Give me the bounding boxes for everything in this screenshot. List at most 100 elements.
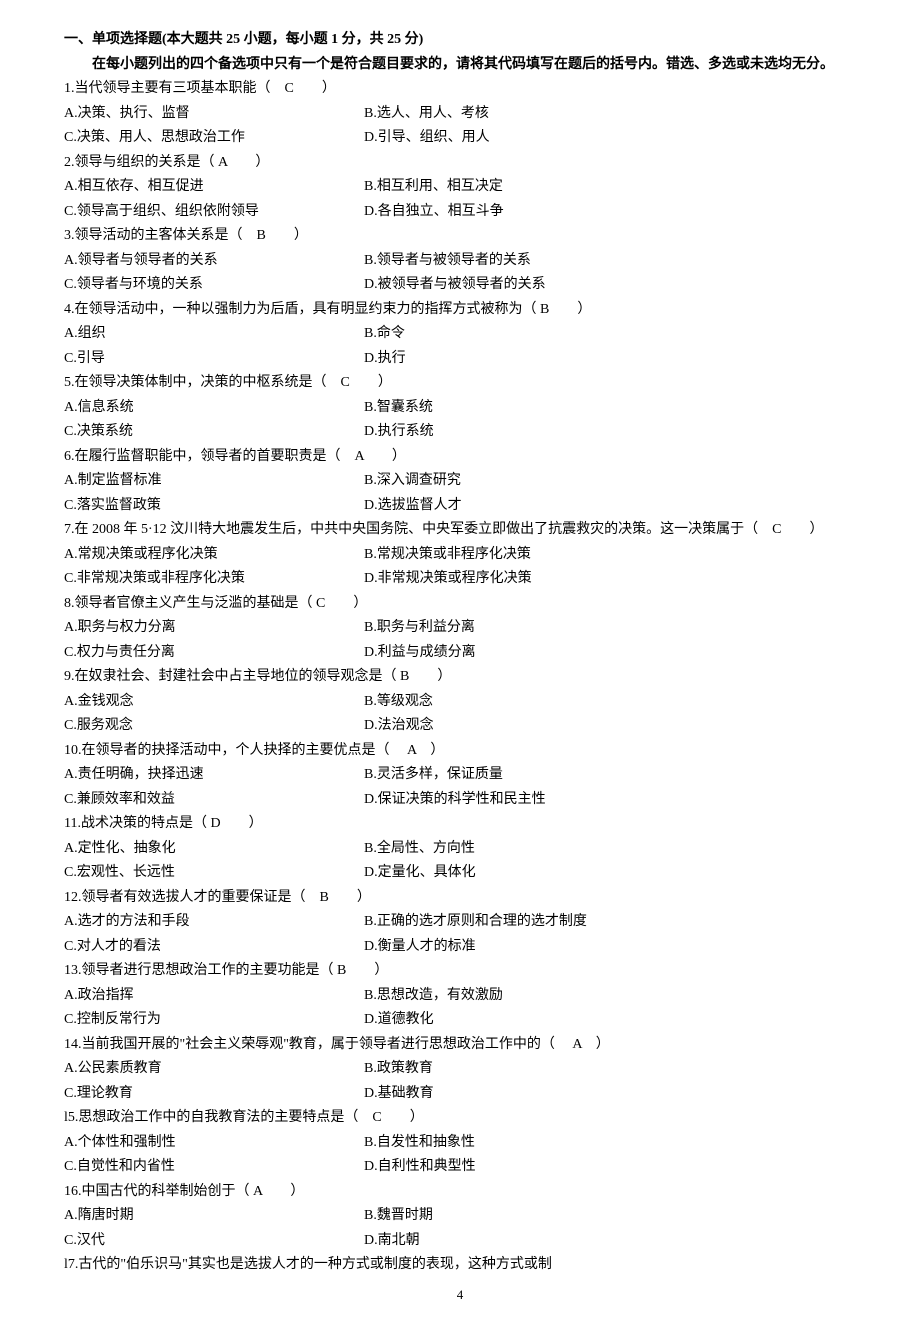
option-d: D.基础教育 — [364, 1082, 664, 1107]
option-c: C.领导高于组织、组织依附领导 — [64, 200, 364, 225]
section-title: 一、单项选择题(本大题共 25 小题，每小题 1 分，共 25 分) — [64, 28, 856, 53]
section-instruction: 在每小题列出的四个备选项中只有一个是符合题目要求的，请将其代码填写在题后的括号内… — [64, 53, 856, 78]
question-stem: 11.战术决策的特点是（ D ） — [64, 812, 856, 837]
option-row: A.领导者与领导者的关系B.领导者与被领导者的关系 — [64, 249, 856, 274]
question-stem: 3.领导活动的主客体关系是（ B ） — [64, 224, 856, 249]
question-stem: 12.领导者有效选拔人才的重要保证是（ B ） — [64, 886, 856, 911]
option-row: C.汉代D.南北朝 — [64, 1229, 856, 1254]
option-d: D.衡量人才的标准 — [364, 935, 664, 960]
option-c: C.决策系统 — [64, 420, 364, 445]
option-a: A.个体性和强制性 — [64, 1131, 364, 1156]
option-row: A.责任明确，抉择迅速B.灵活多样，保证质量 — [64, 763, 856, 788]
questions-container: 1.当代领导主要有三项基本职能（ C ）A.决策、执行、监督B.选人、用人、考核… — [64, 77, 856, 1253]
option-row: A.定性化、抽象化B.全局性、方向性 — [64, 837, 856, 862]
option-a: A.常规决策或程序化决策 — [64, 543, 364, 568]
option-d: D.定量化、具体化 — [364, 861, 664, 886]
option-b: B.选人、用人、考核 — [364, 102, 664, 127]
option-d: D.非常规决策或程序化决策 — [364, 567, 664, 592]
option-c: C.非常规决策或非程序化决策 — [64, 567, 364, 592]
option-a: A.相互依存、相互促进 — [64, 175, 364, 200]
option-c: C.落实监督政策 — [64, 494, 364, 519]
option-a: A.金钱观念 — [64, 690, 364, 715]
question-stem: 5.在领导决策体制中，决策的中枢系统是（ C ） — [64, 371, 856, 396]
option-a: A.决策、执行、监督 — [64, 102, 364, 127]
option-b: B.魏晋时期 — [364, 1204, 664, 1229]
option-row: C.权力与责任分离D.利益与成绩分离 — [64, 641, 856, 666]
option-row: A.选才的方法和手段B.正确的选才原则和合理的选才制度 — [64, 910, 856, 935]
option-a: A.选才的方法和手段 — [64, 910, 364, 935]
question-stem: 2.领导与组织的关系是（ A ） — [64, 151, 856, 176]
page-number: 4 — [64, 1284, 856, 1307]
option-a: A.政治指挥 — [64, 984, 364, 1009]
option-row: C.宏观性、长远性D.定量化、具体化 — [64, 861, 856, 886]
option-c: C.服务观念 — [64, 714, 364, 739]
option-b: B.命令 — [364, 322, 664, 347]
option-row: C.理论教育D.基础教育 — [64, 1082, 856, 1107]
option-b: B.相互利用、相互决定 — [364, 175, 664, 200]
option-c: C.引导 — [64, 347, 364, 372]
option-c: C.汉代 — [64, 1229, 364, 1254]
option-b: B.自发性和抽象性 — [364, 1131, 664, 1156]
option-a: A.公民素质教育 — [64, 1057, 364, 1082]
trailing-line: l7.古代的"伯乐识马"其实也是选拔人才的一种方式或制度的表现，这种方式或制 — [64, 1253, 856, 1278]
option-a: A.定性化、抽象化 — [64, 837, 364, 862]
option-row: C.引导D.执行 — [64, 347, 856, 372]
option-row: C.控制反常行为D.道德教化 — [64, 1008, 856, 1033]
option-row: A.公民素质教育B.政策教育 — [64, 1057, 856, 1082]
option-row: A.信息系统B.智囊系统 — [64, 396, 856, 421]
option-d: D.选拔监督人才 — [364, 494, 664, 519]
option-c: C.理论教育 — [64, 1082, 364, 1107]
option-a: A.信息系统 — [64, 396, 364, 421]
option-row: C.对人才的看法D.衡量人才的标准 — [64, 935, 856, 960]
option-b: B.政策教育 — [364, 1057, 664, 1082]
question-stem: 8.领导者官僚主义产生与泛滥的基础是（ C ） — [64, 592, 856, 617]
option-row: A.常规决策或程序化决策B.常规决策或非程序化决策 — [64, 543, 856, 568]
option-d: D.各自独立、相互斗争 — [364, 200, 664, 225]
option-b: B.职务与利益分离 — [364, 616, 664, 641]
option-d: D.引导、组织、用人 — [364, 126, 664, 151]
option-d: D.道德教化 — [364, 1008, 664, 1033]
option-c: C.决策、用人、思想政治工作 — [64, 126, 364, 151]
option-row: C.决策系统D.执行系统 — [64, 420, 856, 445]
option-row: C.服务观念D.法治观念 — [64, 714, 856, 739]
question-stem: 16.中国古代的科举制始创于（ A ） — [64, 1180, 856, 1205]
option-c: C.权力与责任分离 — [64, 641, 364, 666]
question-stem: 1.当代领导主要有三项基本职能（ C ） — [64, 77, 856, 102]
option-row: A.职务与权力分离B.职务与利益分离 — [64, 616, 856, 641]
option-b: B.思想改造，有效激励 — [364, 984, 664, 1009]
option-a: A.隋唐时期 — [64, 1204, 364, 1229]
option-d: D.执行系统 — [364, 420, 664, 445]
option-row: C.决策、用人、思想政治工作D.引导、组织、用人 — [64, 126, 856, 151]
option-a: A.领导者与领导者的关系 — [64, 249, 364, 274]
option-c: C.对人才的看法 — [64, 935, 364, 960]
option-c: C.宏观性、长远性 — [64, 861, 364, 886]
option-a: A.制定监督标准 — [64, 469, 364, 494]
option-b: B.等级观念 — [364, 690, 664, 715]
option-d: D.利益与成绩分离 — [364, 641, 664, 666]
option-d: D.自利性和典型性 — [364, 1155, 664, 1180]
option-row: A.制定监督标准B.深入调查研究 — [64, 469, 856, 494]
option-a: A.责任明确，抉择迅速 — [64, 763, 364, 788]
option-d: D.南北朝 — [364, 1229, 664, 1254]
option-row: A.决策、执行、监督B.选人、用人、考核 — [64, 102, 856, 127]
question-stem: 4.在领导活动中，一种以强制力为后盾，具有明显约束力的指挥方式被称为（ B ） — [64, 298, 856, 323]
option-row: A.个体性和强制性B.自发性和抽象性 — [64, 1131, 856, 1156]
option-a: A.组织 — [64, 322, 364, 347]
question-stem: l5.思想政治工作中的自我教育法的主要特点是（ C ） — [64, 1106, 856, 1131]
option-row: C.落实监督政策D.选拔监督人才 — [64, 494, 856, 519]
option-row: C.非常规决策或非程序化决策D.非常规决策或程序化决策 — [64, 567, 856, 592]
question-stem: 7.在 2008 年 5·12 汶川特大地震发生后，中共中央国务院、中央军委立即… — [64, 518, 856, 543]
option-b: B.灵活多样，保证质量 — [364, 763, 664, 788]
question-stem: 6.在履行监督职能中，领导者的首要职责是（ A ） — [64, 445, 856, 470]
option-c: C.控制反常行为 — [64, 1008, 364, 1033]
option-d: D.保证决策的科学性和民主性 — [364, 788, 664, 813]
option-b: B.常规决策或非程序化决策 — [364, 543, 664, 568]
option-row: A.隋唐时期B.魏晋时期 — [64, 1204, 856, 1229]
option-row: A.金钱观念B.等级观念 — [64, 690, 856, 715]
option-row: C.自觉性和内省性D.自利性和典型性 — [64, 1155, 856, 1180]
option-d: D.被领导者与被领导者的关系 — [364, 273, 664, 298]
question-stem: 14.当前我国开展的"社会主义荣辱观"教育，属于领导者进行思想政治工作中的（ A… — [64, 1033, 856, 1058]
option-c: C.兼顾效率和效益 — [64, 788, 364, 813]
option-row: C.领导者与环境的关系D.被领导者与被领导者的关系 — [64, 273, 856, 298]
option-b: B.正确的选才原则和合理的选才制度 — [364, 910, 664, 935]
